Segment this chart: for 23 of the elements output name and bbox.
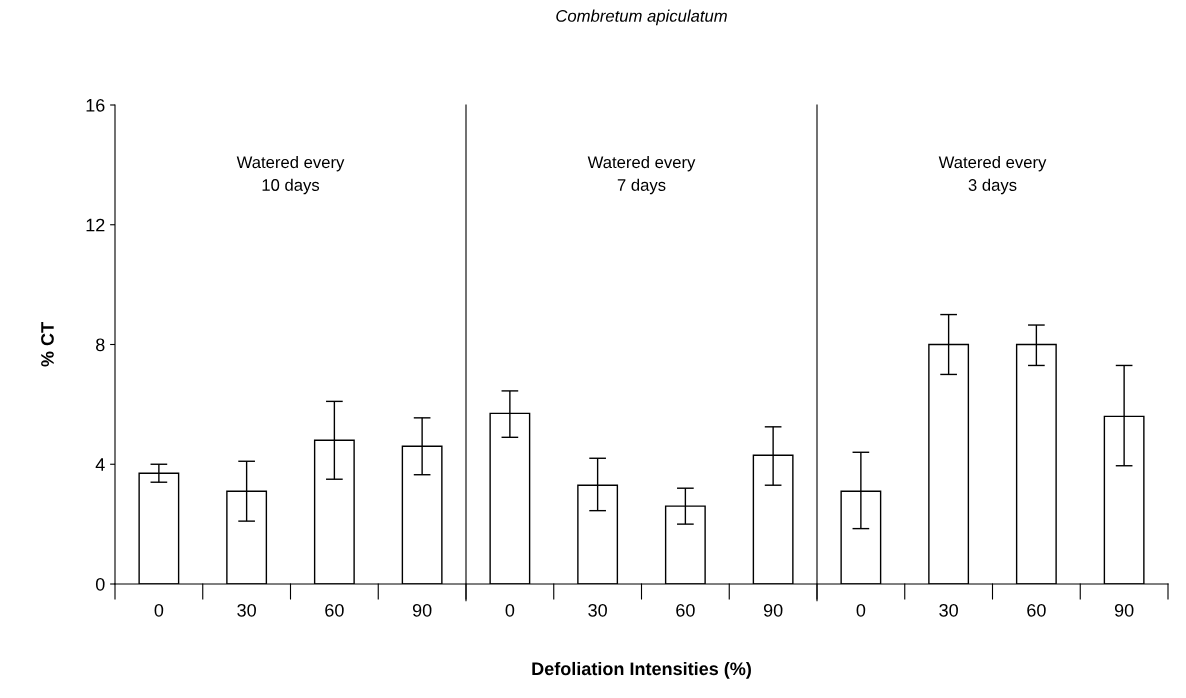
y-tick-label: 0 (95, 577, 105, 591)
x-tick-label: 90 (763, 603, 783, 617)
y-axis-title: % CT (41, 322, 54, 367)
x-tick-label: 30 (939, 603, 958, 617)
x-tick-label: 30 (588, 603, 607, 617)
x-tick-label: 30 (237, 603, 256, 617)
y-tick-label: 16 (86, 98, 105, 112)
y-tick-label: 4 (95, 458, 105, 471)
x-tick-label: 0 (856, 603, 866, 617)
x-axis-title: Defoliation Intensities (%) (532, 661, 751, 679)
chart-title: Combretum apiculatum (556, 9, 727, 26)
annotation: Watered every 3 days (938, 155, 1047, 195)
y-tick-label: 12 (86, 218, 105, 232)
x-tick-label: 0 (505, 603, 515, 617)
annotation: Watered every 10 days (236, 155, 345, 195)
y-tick-label: 8 (96, 338, 105, 352)
x-tick-label: 60 (676, 603, 695, 617)
x-tick-label: 90 (1114, 603, 1134, 617)
x-tick-label: 60 (325, 603, 344, 617)
x-tick-label: 0 (154, 603, 164, 617)
x-tick-label: 60 (1027, 603, 1046, 617)
x-tick-label: 90 (412, 603, 432, 617)
annotation: Watered every 7 days (587, 155, 696, 195)
